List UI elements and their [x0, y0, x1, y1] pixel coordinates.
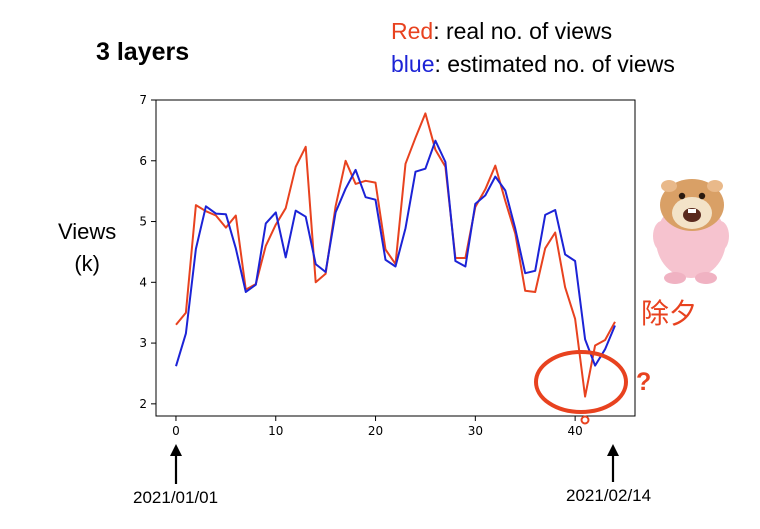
- end-date-arrow: [607, 444, 619, 482]
- start-date-label: 2021/01/01: [133, 488, 219, 507]
- legend-red-entry: Red: real no. of views: [391, 18, 612, 45]
- x-tick-label: 0: [172, 424, 180, 438]
- legend-blue-entry: blue: estimated no. of views: [391, 51, 675, 78]
- highlight-dot: [580, 415, 590, 425]
- legend-red-word: Red: [391, 18, 434, 44]
- new-years-eve-label: 除夕: [641, 298, 698, 329]
- start-date-arrow: [170, 444, 182, 484]
- question-mark: ?: [636, 368, 652, 396]
- x-tick-label: 20: [368, 424, 383, 438]
- end-date-label: 2021/02/14: [566, 486, 652, 505]
- hamster-illustration: [653, 179, 729, 284]
- x-tick-label: 40: [567, 424, 582, 438]
- x-tick-label: 30: [468, 424, 483, 438]
- slide-title: 3 layers: [96, 38, 190, 66]
- legend-red-text: : real no. of views: [433, 18, 613, 44]
- y-tick-label: 4: [139, 275, 147, 289]
- y-axis-label: Views (k): [58, 216, 116, 280]
- legend-blue-text: : estimated no. of views: [434, 51, 675, 77]
- y-tick-label: 7: [139, 93, 147, 107]
- legend-blue-word: blue: [391, 51, 435, 77]
- y-tick-label: 3: [139, 336, 147, 350]
- chart-plot-layer: 2 3 4 5 6 7 0 10 20 30 40: [139, 93, 636, 438]
- y-tick-label: 2: [139, 397, 147, 411]
- y-axis-label-line1: Views: [58, 219, 117, 244]
- y-axis-label-line2: (k): [74, 251, 100, 276]
- series-line-red: [175, 112, 616, 398]
- plot-frame: [155, 99, 636, 417]
- y-tick-label: 5: [139, 215, 147, 229]
- highlight-circle: [534, 350, 628, 414]
- series-line-blue: [175, 139, 616, 367]
- y-tick-label: 6: [139, 154, 147, 168]
- x-tick-label: 10: [268, 424, 283, 438]
